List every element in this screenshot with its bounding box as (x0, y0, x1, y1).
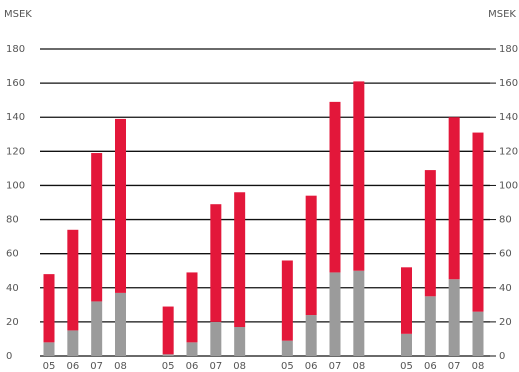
bar-segment (472, 132, 484, 312)
y2-axis-label: MSEK (488, 9, 516, 20)
bar-segment (448, 279, 460, 356)
y2-tick-label: 120 (499, 146, 518, 157)
bar-segment (162, 354, 174, 356)
bar-segment (401, 333, 412, 356)
y2-tick-label: 0 (499, 351, 505, 362)
x-tick-label: 05 (400, 361, 413, 372)
y-tick-label: 120 (6, 146, 25, 157)
bar-segment (234, 192, 246, 328)
bar-segment (186, 272, 198, 343)
bar-segment (234, 327, 246, 356)
x-tick-label: 05 (43, 361, 56, 372)
x-tick-label: 06 (186, 361, 199, 372)
y-tick-label: 80 (6, 215, 19, 226)
x-tick-label: 06 (66, 361, 79, 372)
bar-segment (115, 292, 126, 356)
x-tick-label: 05 (162, 361, 175, 372)
bar-segment (43, 342, 55, 356)
bar-segment (281, 340, 293, 356)
bar-segment (210, 204, 222, 322)
bar-segment (353, 270, 365, 356)
y-tick-label: 160 (6, 78, 25, 89)
bar-segment (162, 306, 174, 355)
bar-segment (91, 153, 103, 302)
bar-segment (329, 101, 341, 273)
y2-tick-label: 140 (499, 112, 518, 123)
x-tick-label: 08 (233, 361, 246, 372)
x-tick-label: 07 (90, 361, 103, 372)
x-tick-label: 07 (209, 361, 222, 372)
bar-segment (186, 342, 198, 356)
bar-segment (329, 272, 341, 356)
y-tick-label: 140 (6, 112, 25, 123)
bar-segment (401, 267, 412, 334)
x-tick-label: 05 (281, 361, 294, 372)
y2-tick-label: 20 (499, 317, 512, 328)
bar-segment (91, 301, 103, 356)
y-tick-label: 40 (6, 283, 19, 294)
y2-tick-label: 180 (499, 44, 518, 55)
y-tick-label: 60 (6, 249, 19, 260)
bar-segment (67, 330, 79, 356)
y2-tick-label: 40 (499, 283, 512, 294)
x-tick-label: 06 (305, 361, 318, 372)
x-tick-label: 08 (114, 361, 127, 372)
y-tick-label: 180 (6, 44, 25, 55)
bar-segment (305, 195, 317, 316)
x-tick-label: 07 (329, 361, 342, 372)
x-tick-label: 07 (448, 361, 461, 372)
bar-segment (472, 311, 484, 356)
bar-segment (448, 117, 460, 280)
bar-segment (305, 315, 317, 356)
bar-segment (210, 321, 222, 356)
y-tick-label: 20 (6, 317, 19, 328)
x-tick-label: 06 (424, 361, 437, 372)
bar-segment (353, 81, 365, 271)
x-tick-label: 08 (472, 361, 485, 372)
y2-tick-label: 60 (499, 249, 512, 260)
x-tick-label: 08 (352, 361, 365, 372)
bar-segment (424, 170, 436, 297)
bar-segment (281, 260, 293, 341)
y-tick-label: 0 (6, 351, 12, 362)
y-tick-label: 100 (6, 180, 25, 191)
bar-segment (424, 296, 436, 356)
y2-tick-label: 160 (499, 78, 518, 89)
y2-tick-label: 80 (499, 215, 512, 226)
bar-segment (115, 118, 126, 293)
y2-tick-label: 100 (499, 180, 518, 191)
bar-segment (43, 274, 55, 343)
bar-segment (67, 229, 79, 331)
y-axis-label: MSEK (4, 9, 32, 20)
